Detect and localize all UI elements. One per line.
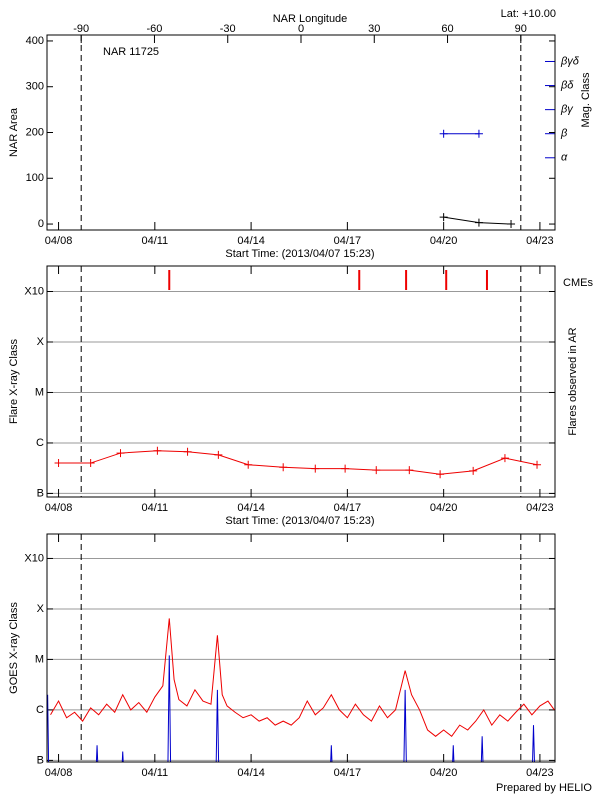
series-group	[47, 618, 555, 762]
y-axis-label: GOES X-ray Class	[8, 602, 20, 694]
series-group	[439, 129, 516, 229]
y2-tick-label: βδ	[560, 79, 574, 91]
x2-tick-label: -30	[220, 23, 236, 35]
y-tick-label: M	[35, 653, 44, 665]
x-axis-label: Start Time: (2013/04/07 15:23)	[225, 248, 374, 260]
point-marker	[533, 460, 542, 469]
y2-tick-label: βγ	[560, 104, 574, 116]
x-tick-label: 04/11	[141, 767, 168, 779]
x-tick-label: 04/17	[334, 767, 362, 779]
point-marker	[244, 460, 253, 469]
y2-tick-label: βγδ	[560, 55, 580, 67]
corner-label: Lat: +10.00	[501, 8, 556, 20]
x2-tick-label: -90	[73, 23, 89, 35]
y-tick-label: X	[37, 336, 45, 348]
plot-frame	[46, 265, 556, 498]
y2-tick-label: β	[560, 128, 568, 140]
y-tick-label: C	[36, 437, 44, 449]
footer: Prepared by HELIO	[496, 782, 592, 794]
y-tick-label: X	[37, 603, 45, 615]
point-marker	[311, 464, 320, 473]
y-tick-label: X10	[24, 552, 44, 564]
y-tick-label: M	[35, 386, 44, 398]
cme-label: CMEs	[563, 277, 593, 289]
x-tick-label: 04/14	[237, 235, 265, 247]
x-tick-label: 04/23	[526, 235, 554, 247]
point-marker	[86, 459, 95, 468]
x-tick-label: 04/17	[334, 502, 362, 514]
x-axis-label: Start Time: (2013/04/07 15:23)	[225, 515, 374, 527]
y-tick-label: C	[36, 704, 44, 716]
x-tick-label: 04/08	[45, 235, 73, 247]
y-axis-label: Flare X-ray Class	[8, 339, 20, 424]
y-tick-label: B	[37, 754, 44, 766]
x-tick-label: 04/23	[526, 767, 554, 779]
point-marker	[469, 466, 478, 475]
right-label: Flares observed in AR	[567, 327, 579, 435]
point-marker	[341, 464, 350, 473]
series-line	[50, 618, 555, 738]
y-tick-label: 0	[38, 218, 44, 230]
x-tick-label: 04/20	[430, 502, 458, 514]
point-marker	[372, 466, 381, 475]
point-marker	[116, 449, 125, 458]
x2label: NAR Longitude	[273, 13, 348, 25]
y-tick-label: 300	[26, 81, 44, 93]
series-line	[47, 655, 535, 762]
point-marker	[474, 129, 483, 138]
x-tick-label: 04/14	[237, 767, 265, 779]
point-marker	[507, 220, 516, 229]
plot-frame	[46, 34, 556, 231]
y-axis-label: NAR Area	[8, 107, 20, 157]
annotation: NAR 11725	[103, 46, 159, 58]
point-marker	[474, 218, 483, 227]
plot-frame	[46, 533, 556, 763]
point-marker	[405, 466, 414, 475]
x-tick-label: 04/08	[45, 502, 73, 514]
x-tick-label: 04/20	[430, 767, 458, 779]
point-marker	[279, 463, 288, 472]
point-marker	[54, 459, 63, 468]
point-marker	[153, 446, 162, 455]
y-tick-label: 200	[26, 126, 44, 138]
point-marker	[500, 454, 509, 463]
point-marker	[183, 447, 192, 456]
x2-tick-label: 30	[368, 23, 380, 35]
y-tick-label: 400	[26, 35, 44, 47]
x-tick-label: 04/14	[237, 502, 265, 514]
series-group	[54, 446, 542, 479]
y2-tick-label: α	[561, 152, 568, 164]
x-tick-label: 04/08	[45, 767, 73, 779]
y2-axis-label: Mag. Class	[580, 72, 592, 128]
x-tick-label: 04/11	[141, 235, 168, 247]
x2-tick-label: 90	[515, 23, 527, 35]
x-tick-label: 04/11	[141, 502, 168, 514]
x2-tick-label: 0	[298, 23, 304, 35]
point-marker	[439, 129, 448, 138]
x2-tick-label: 60	[441, 23, 453, 35]
y-tick-label: X10	[24, 285, 44, 297]
y-tick-label: B	[37, 487, 44, 499]
x-tick-label: 04/20	[430, 235, 458, 247]
point-marker	[436, 470, 445, 479]
y-tick-label: 100	[26, 172, 44, 184]
x-tick-label: 04/23	[526, 502, 554, 514]
point-marker	[439, 213, 448, 222]
x2-tick-label: -60	[147, 23, 163, 35]
series-line	[58, 450, 538, 475]
point-marker	[214, 450, 223, 459]
x-tick-label: 04/17	[334, 235, 362, 247]
